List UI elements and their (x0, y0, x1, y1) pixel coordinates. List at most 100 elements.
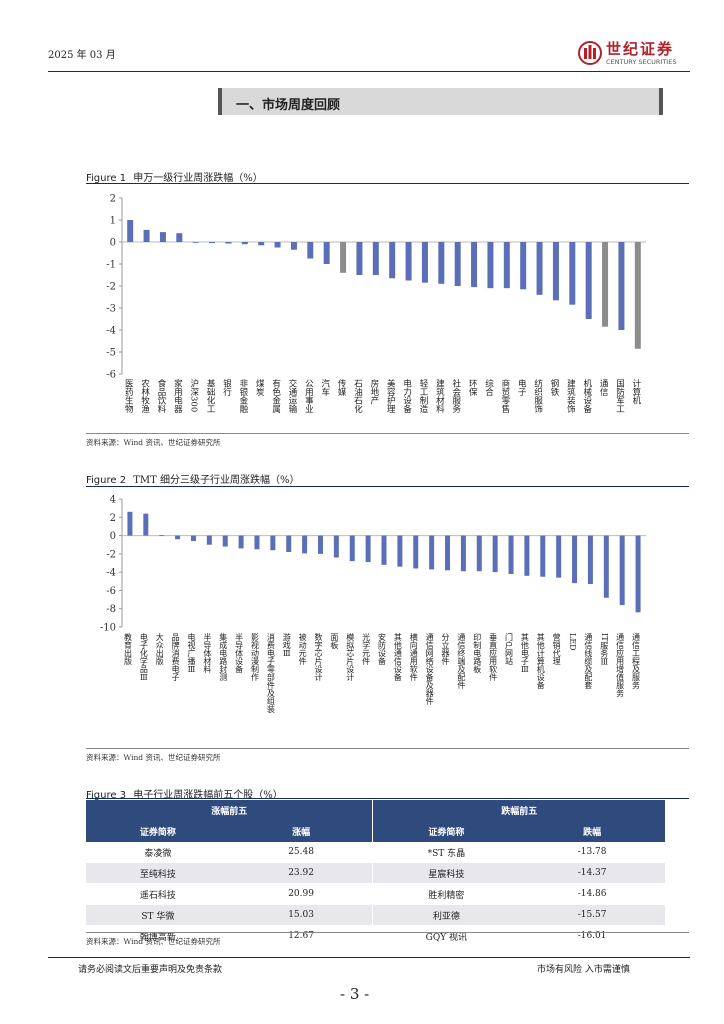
loser-change: -13.78 (519, 842, 665, 863)
y-tick-label: 0 (110, 531, 116, 542)
chart-bar (587, 535, 593, 585)
x-category-label: 轻工制造 (418, 378, 428, 414)
header-divider (48, 71, 690, 72)
top-movers-table: 涨幅前五 跌幅前五 证券简称 涨幅 证券简称 跌幅 泰凌微 25.48 *ST … (86, 800, 665, 947)
gainer-change: 15.03 (229, 904, 374, 926)
chart-bar (222, 535, 228, 547)
x-category-label: 石油石化 (352, 379, 362, 414)
chart-bar (258, 242, 265, 246)
figure3-top-rule (86, 798, 689, 799)
gainers-group-header: 涨幅前五 (86, 800, 374, 821)
x-category-label: 美容护理 (385, 378, 395, 413)
chart-bar (569, 242, 576, 305)
x-category-label: 被动元件 (298, 632, 307, 666)
chart-bar (333, 535, 339, 558)
x-category-label: 游戏Ⅲ (282, 632, 291, 658)
x-category-label: 建筑材料 (434, 378, 444, 414)
y-tick-label: -6 (106, 370, 116, 381)
figure3-caption: Figure 3 电子行业周涨跌幅前五个股（%） (86, 786, 283, 801)
chart-bar (159, 535, 165, 536)
chart-bar (634, 242, 641, 349)
x-category-label: 安防设备 (378, 632, 387, 666)
loser-change: -14.86 (519, 883, 665, 905)
x-category-label: 综合 (483, 378, 493, 397)
chart-bar (540, 535, 546, 577)
x-category-label: 通信网络设备及器件 (425, 632, 434, 706)
chart-bar (302, 535, 308, 554)
report-date: 2025 年 03 月 (48, 50, 116, 61)
chart-bar (159, 232, 166, 242)
x-category-label: 通信线缆及配套 (584, 632, 593, 690)
x-category-label: 半导体设备 (235, 632, 244, 674)
chart-bar (307, 242, 314, 259)
table-row: ST 华微 15.03 利亚德 -15.57 (86, 904, 665, 926)
chart-bar (254, 535, 260, 550)
x-category-label: 影视动漫制作 (250, 632, 259, 682)
chart-bar (323, 242, 330, 264)
x-category-label: 面板 (330, 633, 339, 650)
y-tick-label: 0 (110, 238, 116, 249)
x-category-label: 房地产 (369, 378, 379, 405)
y-tick-label: -4 (106, 326, 116, 337)
x-category-label: 大众出版 (155, 632, 164, 666)
figure1-chart: 2 1 0 -1 -2 -3 -4 -5 -6 医药生物 农林牧渔 食品饮料 家用电器 沪深300 基础化工… (106, 194, 646, 414)
gainer-name: ST 华微 (86, 904, 230, 926)
x-category-label: 社会服务 (451, 378, 461, 414)
chart-bar (317, 535, 323, 554)
figure3-label: Figure 3 (86, 790, 127, 801)
x-category-label: 分立器件 (441, 633, 450, 666)
x-category-label: 传媒 (336, 378, 346, 397)
y-tick-label: -10 (100, 623, 116, 634)
gainer-change: 23.92 (229, 862, 374, 884)
chart-bar (508, 535, 514, 574)
x-category-label: 电子化学品Ⅲ (139, 632, 148, 682)
x-category-label: 煤炭 (254, 378, 264, 397)
y-tick-label: -4 (106, 568, 116, 579)
y-tick-label: -6 (106, 586, 116, 597)
chart-bar (413, 535, 419, 569)
y-tick-label: 1 (110, 216, 116, 227)
figure3-source: 资料来源：Wind 资讯、世纪证券研究所 (86, 937, 221, 946)
chart-bar (524, 535, 530, 576)
col-header-gainer-name: 证券简称 (86, 821, 230, 842)
x-category-label: 钢铁 (549, 378, 559, 397)
chart-bar (503, 242, 510, 289)
loser-change: -14.37 (519, 862, 665, 884)
x-category-label: 电视广播Ⅲ (187, 632, 196, 674)
y-tick-label: 2 (110, 194, 116, 205)
col-header-gainer-change: 涨幅 (229, 821, 374, 842)
chart-bar (405, 242, 412, 281)
x-category-label: 纺织服饰 (533, 378, 543, 414)
figure2-title: TMT 细分三级子行业周涨跌幅（%） (133, 475, 300, 486)
x-category-label: 营销代理 (552, 632, 561, 665)
loser-name: 利亚德 (372, 904, 520, 926)
x-category-label: 汽车 (320, 378, 330, 397)
y-tick-label: 4 (110, 495, 116, 506)
chart-bar (572, 535, 578, 584)
x-category-label: 公用事业 (303, 379, 313, 413)
x-category-label: 垂直应用软件 (489, 632, 498, 682)
chart-bar (175, 535, 181, 540)
chart-bar (209, 242, 216, 244)
x-category-label: 光学元件 (362, 632, 371, 666)
x-category-label: 食品饮料 (156, 378, 166, 414)
chart-bar (421, 242, 428, 283)
figure1-caption: Figure 1 申万一级行业周涨跌幅（%） (86, 169, 263, 184)
chart-bar (372, 242, 379, 275)
chart-bar (492, 535, 498, 573)
chart-bar (520, 242, 527, 290)
chart-bar (365, 535, 371, 563)
chart-bar (127, 511, 133, 536)
table-row: 至纯科技 23.92 星宸科技 -14.37 (86, 862, 665, 884)
x-category-label: 电力设备 (402, 378, 412, 414)
x-category-label: 印制电路板 (473, 633, 482, 674)
brand-logo: 世纪证券 CENTURY SECURITIES (578, 36, 690, 70)
figure2-caption: Figure 2 TMT 细分三级子行业周涨跌幅（%） (86, 471, 300, 486)
chart-bar (192, 242, 199, 243)
chart-bar (438, 242, 445, 284)
chart-bar (460, 535, 466, 572)
chart-bar (585, 242, 592, 319)
loser-name: 胜利精密 (372, 883, 520, 905)
chart-bar (487, 242, 494, 289)
chart-bar (556, 535, 562, 578)
